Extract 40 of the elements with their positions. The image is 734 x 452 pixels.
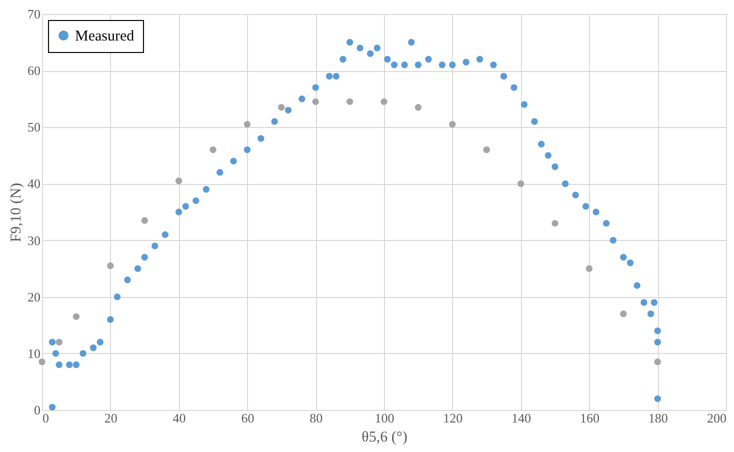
y-tick-label: 40 xyxy=(28,176,40,192)
x-tick-label: 100 xyxy=(374,410,394,426)
x-tick-label: 200 xyxy=(707,410,726,426)
point xyxy=(552,220,558,227)
point xyxy=(244,120,251,128)
y-tick-label: 10 xyxy=(28,346,40,361)
point xyxy=(210,146,216,154)
y-tick-label: 50 xyxy=(28,120,40,135)
y-tick-label: 60 xyxy=(28,63,40,78)
point xyxy=(278,104,285,111)
point xyxy=(483,146,490,154)
x-tick-label: 20 xyxy=(104,410,118,426)
point xyxy=(72,313,80,320)
point xyxy=(312,98,319,106)
point xyxy=(620,310,627,318)
x-tick-label: 80 xyxy=(310,410,323,426)
y-tick-label: 20 xyxy=(28,289,40,304)
x-tick-label: 140 xyxy=(512,410,532,426)
x-tick-label: 60 xyxy=(241,410,254,426)
point xyxy=(517,180,524,188)
x-tick-label: 180 xyxy=(648,410,668,426)
x-axis-title: θ5,6 (°) xyxy=(362,430,408,446)
x-tick-label: 160 xyxy=(580,410,600,426)
x-tick-label: 40 xyxy=(172,410,186,426)
point xyxy=(414,104,422,111)
y-tick-label: 70 xyxy=(28,6,40,22)
point xyxy=(346,98,354,106)
legend-label: Measured xyxy=(75,28,135,44)
point xyxy=(175,178,182,184)
point xyxy=(654,358,661,366)
point xyxy=(107,262,114,270)
y-tick-label: 30 xyxy=(28,232,40,248)
point xyxy=(141,217,148,224)
point xyxy=(380,98,388,106)
point xyxy=(56,338,62,346)
point xyxy=(449,120,456,128)
point xyxy=(586,265,593,272)
point xyxy=(38,358,46,366)
x-tick-label: 120 xyxy=(443,410,463,426)
y-axis-title: F9,10 (N) xyxy=(8,182,24,242)
